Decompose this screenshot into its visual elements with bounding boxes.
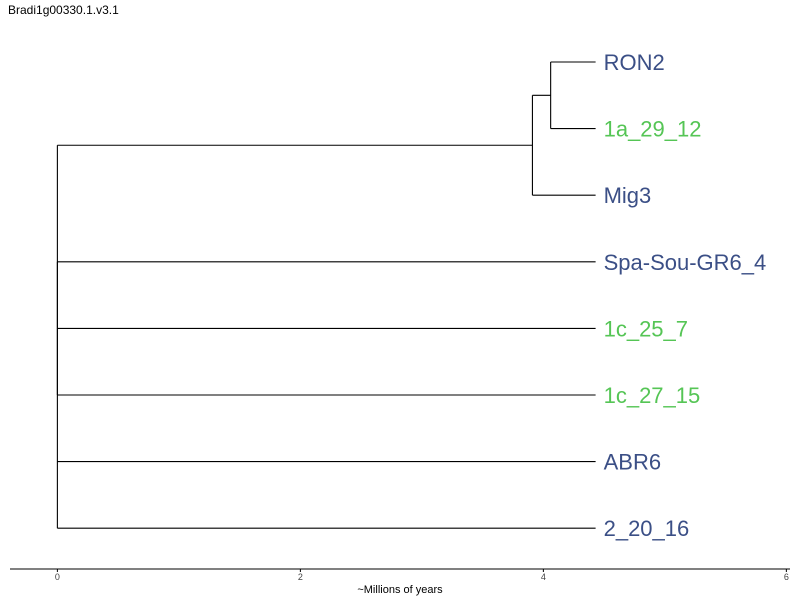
leaf-label: ABR6 bbox=[604, 450, 661, 475]
axis-ticks: 0 2 4 6 bbox=[55, 569, 789, 582]
axis-tick-label: 4 bbox=[541, 572, 546, 582]
tree-branches bbox=[56, 61, 596, 529]
tree-title: Bradi1g00330.1.v3.1 bbox=[8, 3, 119, 17]
leaf-label: Spa-Sou-GR6_4 bbox=[604, 250, 767, 275]
axis-title: ~Millions of years bbox=[357, 584, 443, 596]
leaf-label: RON2 bbox=[604, 50, 665, 75]
axis-tick-label: 6 bbox=[784, 572, 789, 582]
leaf-label: 2_20_16 bbox=[604, 516, 690, 541]
leaf-label: 1c_25_7 bbox=[604, 316, 688, 341]
leaf-label: 1a_29_12 bbox=[604, 117, 702, 142]
tree-leaf-labels: RON2 1a_29_12 Mig3 Spa-Sou-GR6_4 1c_25_7 1c_2… bbox=[604, 50, 767, 541]
axis-tick-label: 2 bbox=[298, 572, 303, 582]
leaf-label: 1c_27_15 bbox=[604, 383, 701, 408]
time-axis: 0 2 4 6 ~Millions of years bbox=[10, 568, 790, 596]
leaf-label: Mig3 bbox=[604, 183, 652, 208]
axis-tick-label: 0 bbox=[55, 572, 60, 582]
